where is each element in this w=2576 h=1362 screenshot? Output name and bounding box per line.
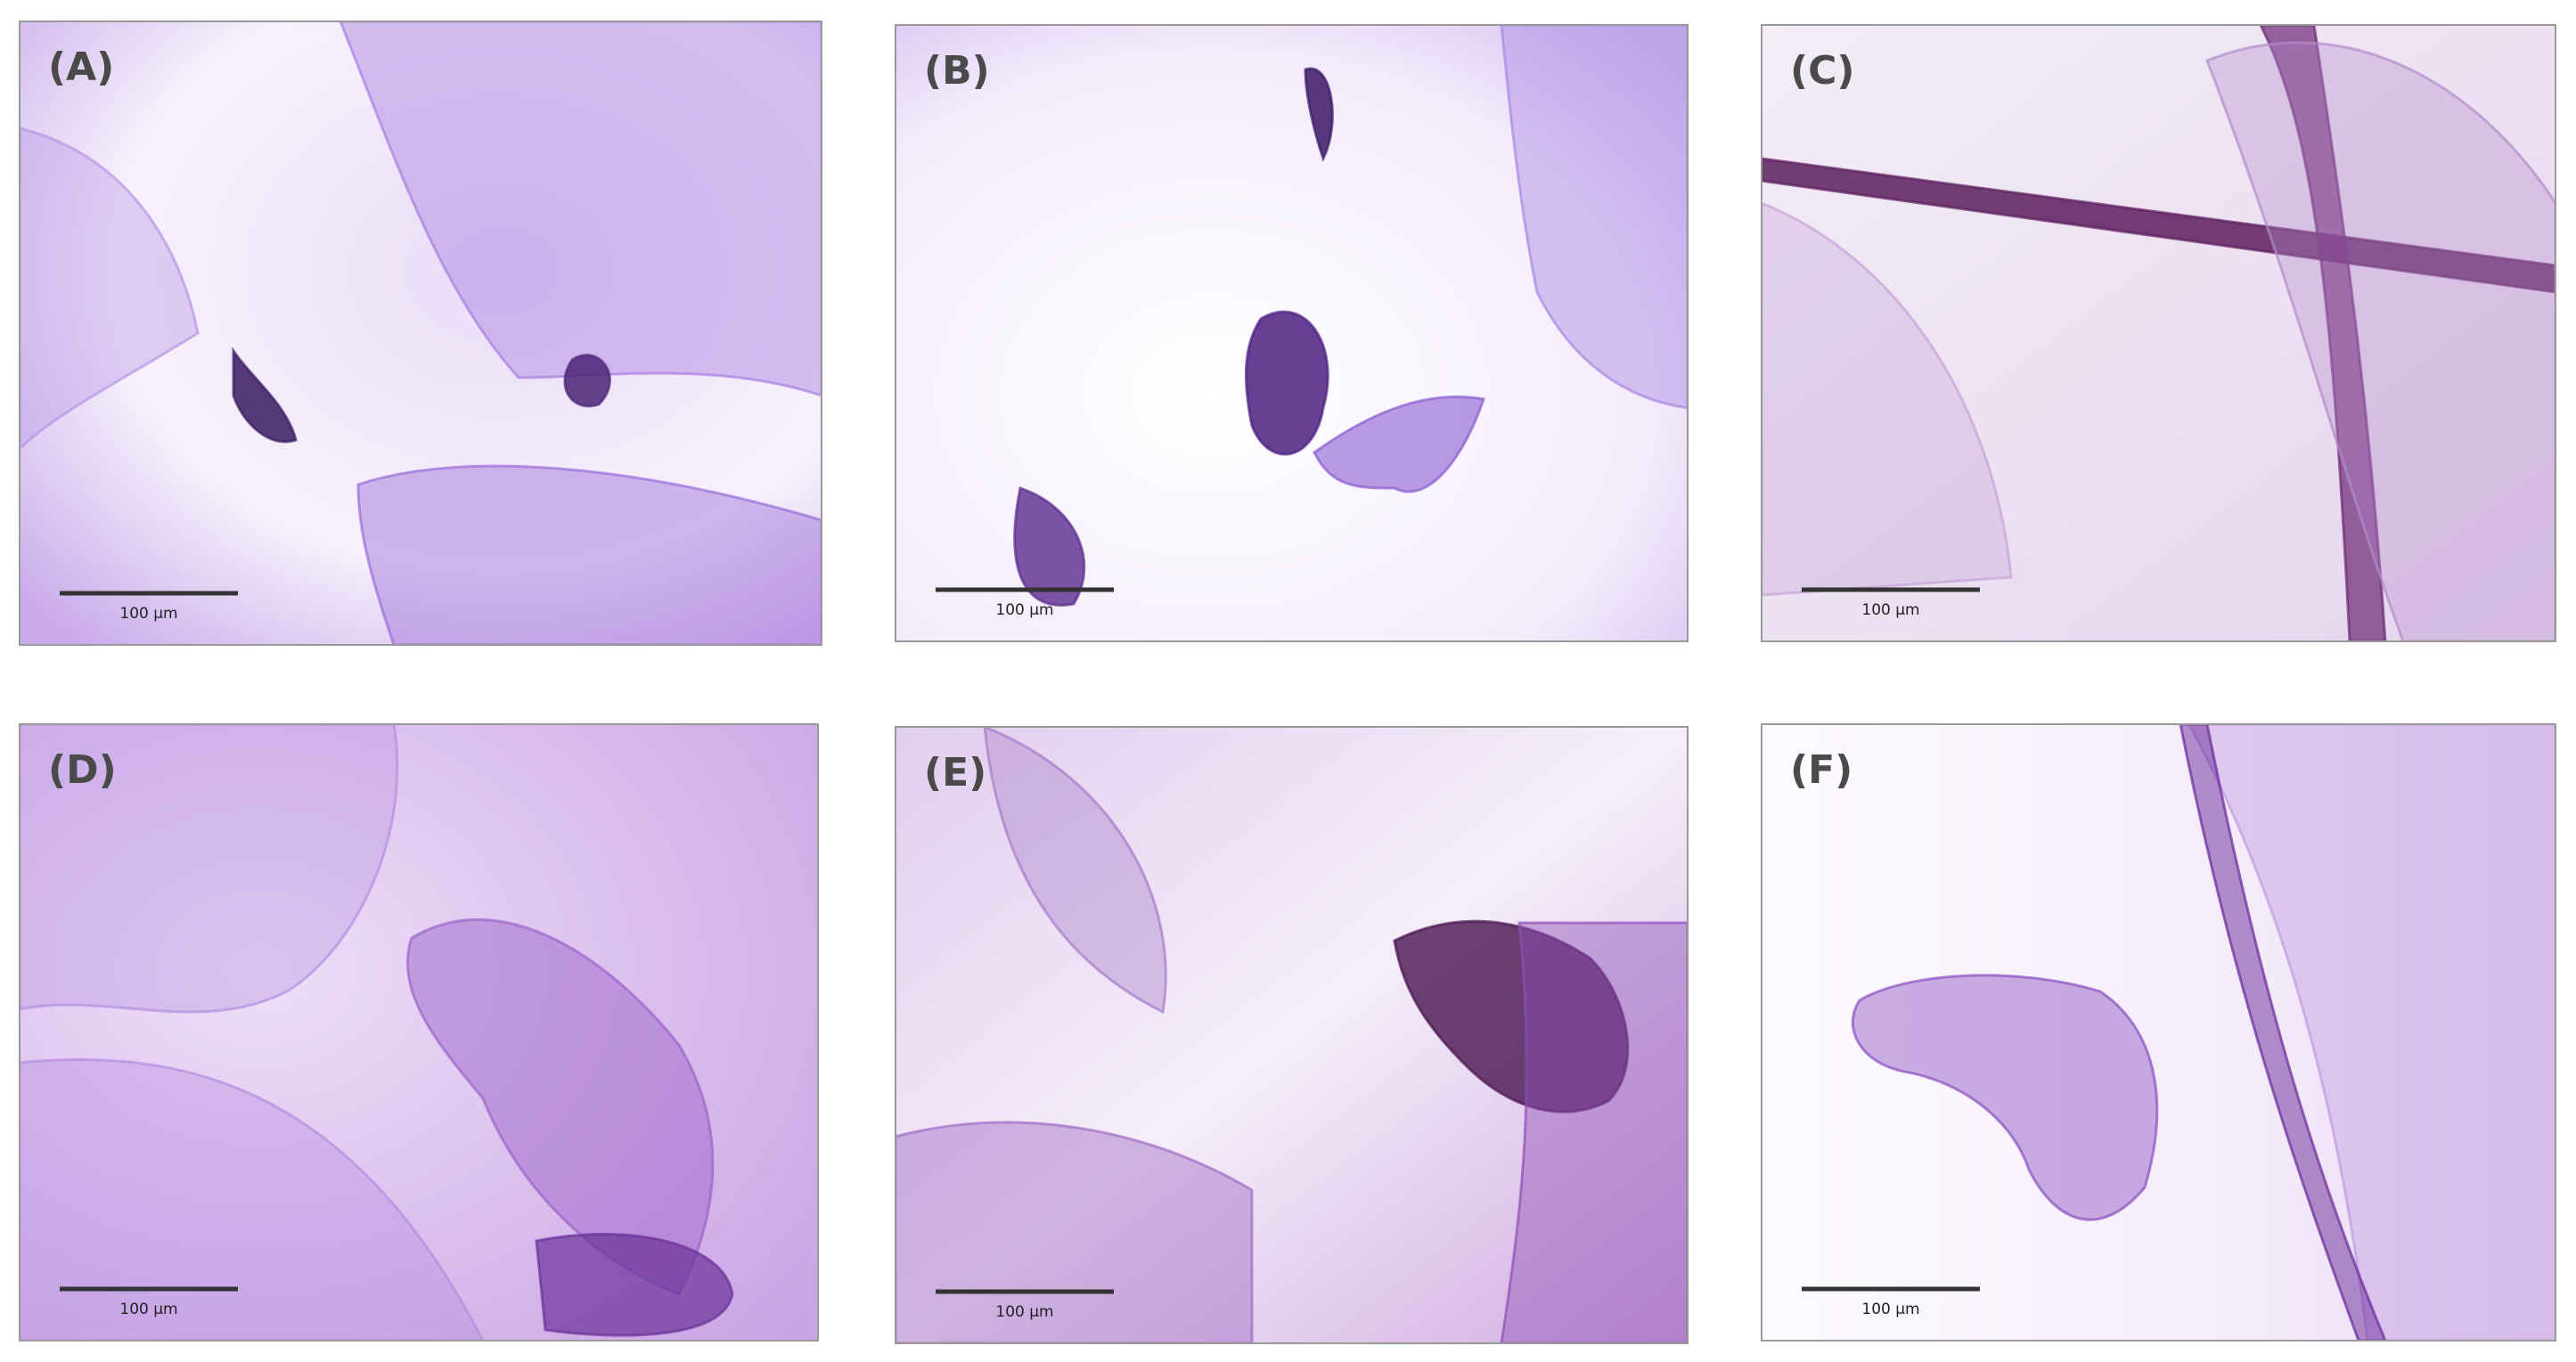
micrograph-image xyxy=(20,21,822,645)
membrane xyxy=(20,126,200,452)
micrograph-image xyxy=(20,724,818,1341)
membrane xyxy=(1013,486,1086,607)
scale-bar-label: 100 µm xyxy=(1861,601,1919,619)
membrane xyxy=(563,354,611,408)
micrograph-panel: (D) 100 µm xyxy=(19,723,819,1342)
membrane xyxy=(895,1121,1254,1343)
membrane xyxy=(535,1233,734,1337)
panel-label: (A) xyxy=(48,45,114,90)
membrane xyxy=(20,1057,485,1341)
micrograph-image xyxy=(895,727,1688,1343)
micrograph-panel: (F) 100 µm xyxy=(1761,723,2556,1342)
membrane xyxy=(1393,919,1630,1113)
scale-bar-label: 100 µm xyxy=(119,605,177,623)
micrograph-image xyxy=(1762,724,2556,1341)
panel-border xyxy=(1761,723,2556,1342)
micrograph-image xyxy=(895,25,1688,641)
membrane xyxy=(1500,921,1688,1343)
micrograph-panel: (C) 100 µm xyxy=(1761,24,2556,642)
membrane xyxy=(1500,25,1688,410)
membrane xyxy=(2259,25,2387,641)
panel-label: (E) xyxy=(924,750,986,795)
micrograph-image xyxy=(1762,25,2556,641)
scale-bar-label: 100 µm xyxy=(995,1303,1053,1321)
membrane xyxy=(20,724,399,1014)
micrograph-panel: (E) 100 µm xyxy=(895,726,1689,1344)
panel-label: (D) xyxy=(48,747,117,793)
panel-label: (F) xyxy=(1790,747,1852,793)
scale-bar-label: 100 µm xyxy=(995,601,1053,619)
membrane xyxy=(232,347,298,444)
panel-label: (C) xyxy=(1790,48,1855,94)
membrane xyxy=(2179,724,2387,1341)
scale-bar-label: 100 µm xyxy=(1861,1301,1919,1318)
panel-border xyxy=(1761,24,2556,642)
membrane xyxy=(1851,974,2159,1221)
membrane xyxy=(1244,310,1329,456)
image-background xyxy=(1762,25,2556,641)
membrane xyxy=(1313,396,1485,493)
image-background xyxy=(20,21,822,645)
membrane xyxy=(983,727,1167,1015)
membrane xyxy=(1762,157,2556,294)
panel-grid: (A) 100 µm (B) 100 µm (C) 100 µm (D) 100 µm (E) 1… xyxy=(19,20,2556,1344)
membrane xyxy=(339,21,822,397)
micrograph-panel: (B) 100 µm xyxy=(895,24,1689,642)
panel-border xyxy=(19,20,822,646)
panel-border xyxy=(895,726,1689,1344)
membrane xyxy=(356,464,822,645)
image-background xyxy=(1762,724,2556,1341)
scale-bar-label: 100 µm xyxy=(119,1301,177,1318)
panel-border xyxy=(19,723,819,1342)
panel-border xyxy=(895,24,1689,642)
micrograph-panel: (A) 100 µm xyxy=(19,20,822,646)
panel-label: (B) xyxy=(924,48,990,94)
membrane xyxy=(1304,67,1334,162)
membrane xyxy=(1762,201,2013,597)
